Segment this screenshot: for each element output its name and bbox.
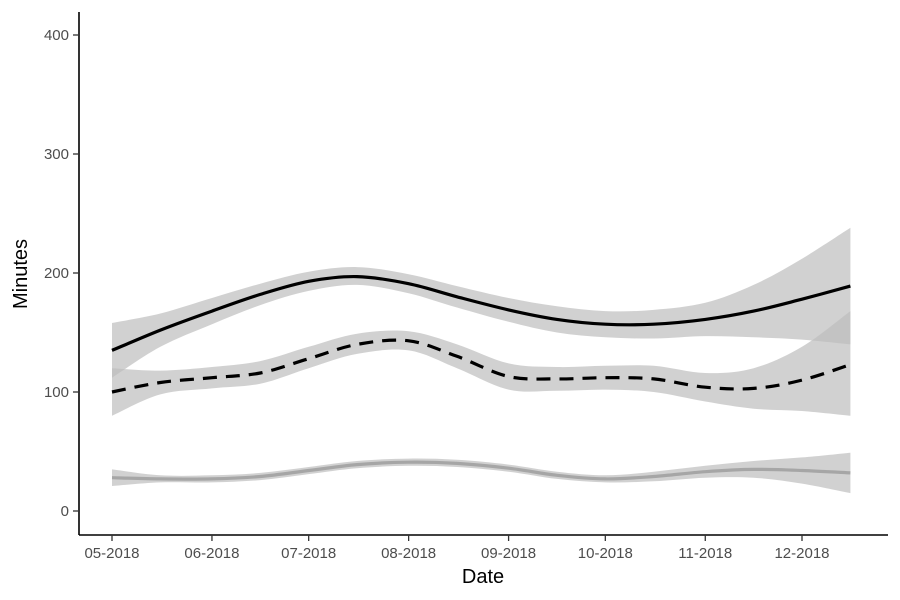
confidence-band-3 bbox=[112, 452, 851, 494]
series-line-1 bbox=[111, 274, 851, 352]
x-tick-label: 11-2018 bbox=[678, 545, 732, 562]
x-tick-label: 06-2018 bbox=[184, 545, 239, 562]
y-axis-title: Minutes bbox=[10, 239, 32, 309]
series-line-3 bbox=[111, 460, 851, 481]
series-lines bbox=[111, 274, 851, 481]
y-tick-label: 300 bbox=[44, 146, 69, 163]
series-line-2 bbox=[111, 338, 851, 394]
x-tick-label: 08-2018 bbox=[381, 545, 436, 562]
confidence-band-2 bbox=[112, 311, 851, 416]
y-tick-label: 0 bbox=[61, 503, 69, 520]
x-tick-label: 09-2018 bbox=[481, 545, 536, 562]
x-tick-label: 12-2018 bbox=[774, 545, 829, 562]
x-tick-label: 07-2018 bbox=[281, 545, 336, 562]
y-tick-label: 400 bbox=[44, 27, 69, 44]
y-tick-label: 200 bbox=[44, 265, 69, 282]
x-axis-title: Date bbox=[462, 566, 504, 588]
x-tick-label: 10-2018 bbox=[578, 545, 633, 562]
x-tick-label: 05-2018 bbox=[84, 545, 139, 562]
y-axis-ticks: 0 100 200 300 400 bbox=[44, 27, 79, 520]
y-tick-label: 100 bbox=[44, 384, 69, 401]
x-axis-ticks: 05-2018 06-2018 07-2018 08-2018 09-2018 10-20… bbox=[84, 535, 830, 562]
confidence-bands bbox=[112, 227, 851, 494]
